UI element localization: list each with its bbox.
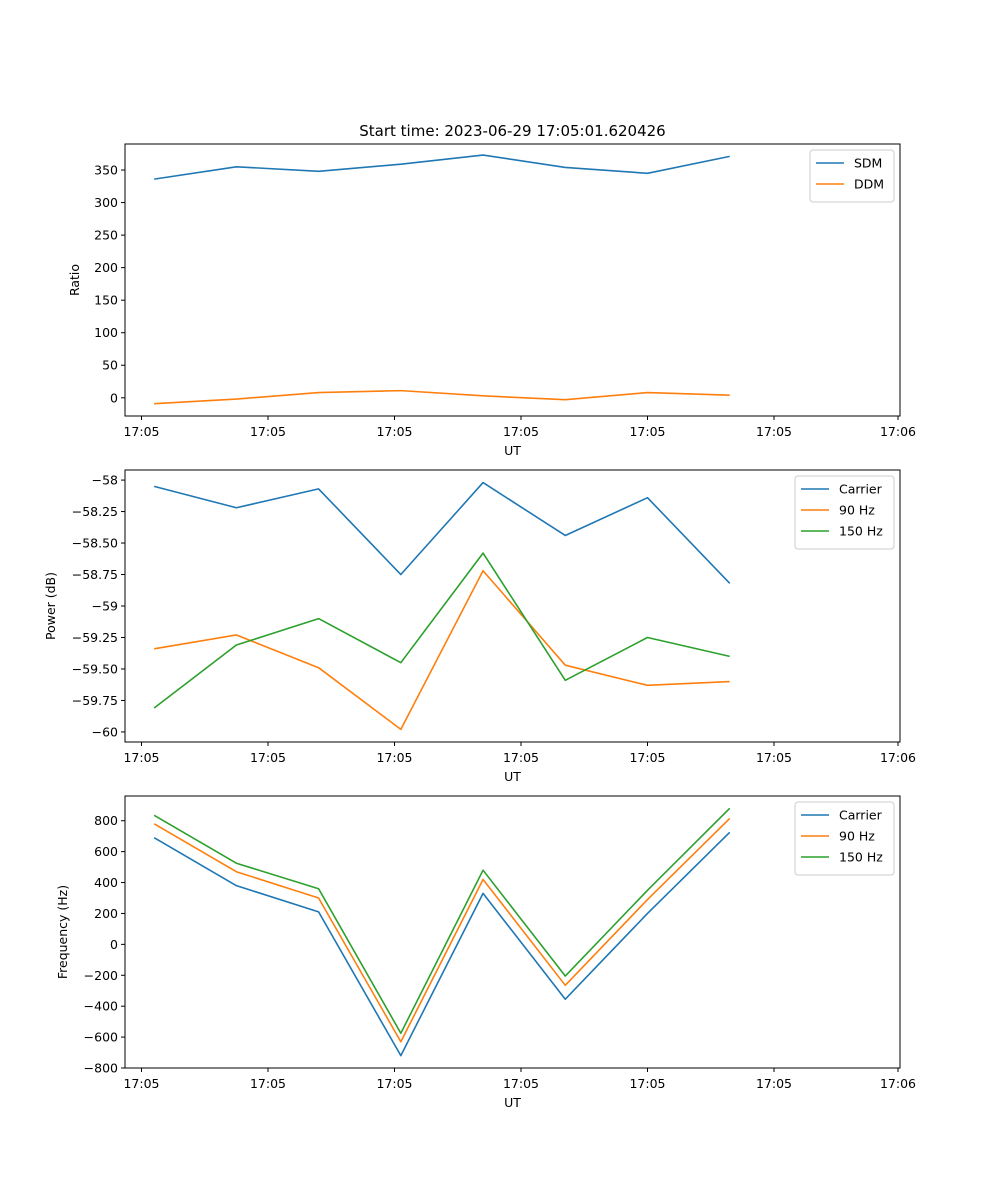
y-tick-label: −60 (92, 724, 118, 739)
y-tick-label: 0 (110, 390, 118, 405)
x-axis: 17:05 17:05 17:05 17:05 17:05 17:05 17:06 (123, 416, 916, 439)
x-axis-label: UT (504, 443, 521, 458)
legend-label: DDM (854, 177, 884, 192)
axes-frame (124, 143, 901, 417)
series-line-150-hz (153, 807, 731, 1035)
x-tick-label: 17:05 (503, 750, 539, 765)
y-tick-label: −600 (84, 1030, 118, 1045)
x-tick-label: 17:05 (123, 1076, 159, 1091)
x-axis-label: UT (504, 1095, 521, 1110)
x-tick-label: 17:05 (123, 750, 159, 765)
y-tick-label: 50 (102, 358, 118, 373)
y-tick-label: −400 (84, 999, 118, 1014)
y-tick-label: 200 (94, 906, 118, 921)
y-tick-label: 400 (94, 875, 118, 890)
legend-label: 150 Hz (839, 850, 883, 865)
legend: Carrier 90 Hz 150 Hz (794, 801, 895, 876)
y-tick-label: 600 (94, 844, 118, 859)
x-tick-label: 17:05 (629, 424, 665, 439)
chart-panel-2: −60 −59.75 −59.50 −59.25 −59 −58.75 −58.50 −58.… (43, 469, 916, 784)
legend-label: Carrier (839, 482, 883, 497)
y-axis-label: Power (dB) (43, 572, 58, 640)
y-tick-label: −58.25 (72, 504, 118, 519)
y-axis: −60 −59.75 −59.50 −59.25 −59 −58.75 −58.50 −58.… (72, 473, 125, 739)
y-tick-label: 350 (94, 163, 118, 178)
x-tick-label: 17:05 (250, 1076, 286, 1091)
series-line-carrier (153, 831, 731, 1057)
x-tick-label: 17:05 (123, 424, 159, 439)
legend-label: SDM (854, 156, 882, 171)
y-tick-label: −59.25 (72, 630, 118, 645)
x-tick-label: 17:05 (250, 750, 286, 765)
x-axis: 17:05 17:05 17:05 17:05 17:05 17:05 17:06 (123, 1068, 916, 1091)
x-tick-label: 17:05 (756, 750, 792, 765)
y-tick-label: 250 (94, 228, 118, 243)
x-axis: 17:05 17:05 17:05 17:05 17:05 17:05 17:06 (123, 742, 916, 765)
legend-label: 90 Hz (839, 829, 875, 844)
y-axis-label: Ratio (67, 264, 82, 296)
x-tick-label: 17:05 (629, 750, 665, 765)
series-line-sdm (154, 154, 730, 180)
y-tick-label: −58.50 (72, 536, 118, 551)
legend-label: 90 Hz (839, 503, 875, 518)
legend: Carrier 90 Hz 150 Hz (794, 475, 895, 550)
y-tick-label: −58 (92, 473, 118, 488)
series-line-150-hz (153, 552, 730, 709)
y-tick-label: −59.75 (72, 693, 118, 708)
series-line-90-hz (154, 569, 730, 731)
series-line-90-hz (153, 817, 731, 1043)
legend-label: 150 Hz (839, 524, 883, 539)
legend-label: Carrier (839, 808, 883, 823)
x-tick-label: 17:05 (503, 1076, 539, 1091)
plot-lines (154, 154, 730, 405)
figure-title: Start time: 2023-06-29 17:05:01.620426 (359, 122, 665, 140)
x-tick-label: 17:05 (376, 1076, 412, 1091)
series-line-carrier (153, 481, 731, 584)
y-tick-label: −58.75 (72, 567, 118, 582)
series-line-ddm (154, 389, 730, 405)
x-tick-label: 17:05 (250, 424, 286, 439)
y-tick-label: 150 (94, 293, 118, 308)
y-tick-label: 0 (110, 937, 118, 952)
legend: SDM DDM (809, 149, 895, 203)
y-tick-label: 100 (94, 325, 118, 340)
y-tick-label: 200 (94, 260, 118, 275)
y-tick-label: −59 (92, 599, 118, 614)
y-axis-label: Frequency (Hz) (55, 885, 70, 979)
plot-lines (153, 807, 731, 1057)
y-tick-label: 300 (94, 195, 118, 210)
axes-frame (124, 469, 901, 743)
x-tick-label: 17:05 (756, 1076, 792, 1091)
x-tick-label: 17:05 (376, 750, 412, 765)
y-axis: −800 −600 −400 −200 0 200 400 600 800 (84, 813, 125, 1076)
plot-lines (153, 481, 731, 731)
y-tick-label: −200 (84, 968, 118, 983)
x-tick-label: 17:06 (880, 1076, 916, 1091)
x-axis-label: UT (504, 769, 521, 784)
x-tick-label: 17:05 (503, 424, 539, 439)
x-tick-label: 17:05 (756, 424, 792, 439)
y-tick-label: −59.50 (72, 661, 118, 676)
axes-frame (124, 795, 901, 1069)
x-tick-label: 17:05 (376, 424, 412, 439)
y-axis: 0 50 100 150 200 250 300 350 (94, 163, 125, 405)
y-tick-label: 800 (94, 813, 118, 828)
x-tick-label: 17:05 (629, 1076, 665, 1091)
x-tick-label: 17:06 (880, 424, 916, 439)
x-tick-label: 17:06 (880, 750, 916, 765)
y-tick-label: −800 (84, 1061, 118, 1076)
